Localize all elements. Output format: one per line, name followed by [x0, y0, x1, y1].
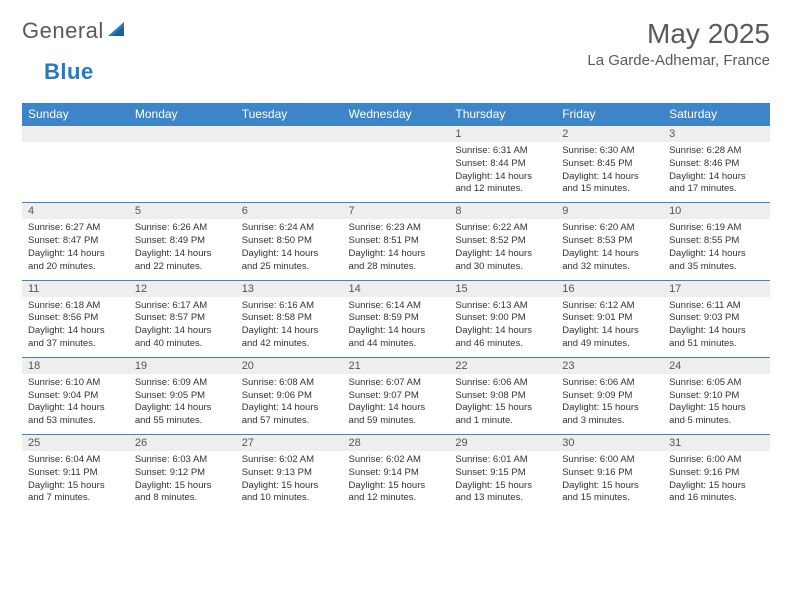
day-number-cell: 1 [449, 126, 556, 143]
day-detail-row: Sunrise: 6:18 AMSunset: 8:56 PMDaylight:… [22, 297, 770, 358]
day-number-cell: 4 [22, 203, 129, 220]
day-number-cell [22, 126, 129, 143]
day-number-cell: 9 [556, 203, 663, 220]
weekday-header: Sunday [22, 103, 129, 126]
weekday-header: Tuesday [236, 103, 343, 126]
day-number-cell: 12 [129, 280, 236, 297]
day-detail-row: Sunrise: 6:10 AMSunset: 9:04 PMDaylight:… [22, 374, 770, 435]
day-number-cell: 23 [556, 357, 663, 374]
day-number-cell: 27 [236, 435, 343, 452]
day-detail-cell: Sunrise: 6:01 AMSunset: 9:15 PMDaylight:… [449, 451, 556, 511]
day-number-cell: 22 [449, 357, 556, 374]
day-detail-cell: Sunrise: 6:19 AMSunset: 8:55 PMDaylight:… [663, 219, 770, 280]
day-number-cell: 7 [343, 203, 450, 220]
day-number-cell: 16 [556, 280, 663, 297]
day-number-cell: 2 [556, 126, 663, 143]
month-title: May 2025 [587, 18, 770, 50]
day-number-cell [129, 126, 236, 143]
day-number-row: 45678910 [22, 203, 770, 220]
day-detail-cell: Sunrise: 6:11 AMSunset: 9:03 PMDaylight:… [663, 297, 770, 358]
day-detail-cell: Sunrise: 6:12 AMSunset: 9:01 PMDaylight:… [556, 297, 663, 358]
day-detail-cell [22, 142, 129, 203]
day-detail-cell: Sunrise: 6:28 AMSunset: 8:46 PMDaylight:… [663, 142, 770, 203]
day-number-cell: 31 [663, 435, 770, 452]
weekday-header: Monday [129, 103, 236, 126]
day-detail-row: Sunrise: 6:31 AMSunset: 8:44 PMDaylight:… [22, 142, 770, 203]
day-detail-cell [129, 142, 236, 203]
day-detail-cell: Sunrise: 6:31 AMSunset: 8:44 PMDaylight:… [449, 142, 556, 203]
day-number-cell: 18 [22, 357, 129, 374]
day-detail-cell: Sunrise: 6:17 AMSunset: 8:57 PMDaylight:… [129, 297, 236, 358]
day-detail-cell: Sunrise: 6:16 AMSunset: 8:58 PMDaylight:… [236, 297, 343, 358]
day-detail-cell: Sunrise: 6:22 AMSunset: 8:52 PMDaylight:… [449, 219, 556, 280]
day-number-cell: 3 [663, 126, 770, 143]
day-number-cell: 21 [343, 357, 450, 374]
day-number-row: 18192021222324 [22, 357, 770, 374]
day-detail-cell: Sunrise: 6:09 AMSunset: 9:05 PMDaylight:… [129, 374, 236, 435]
day-number-cell: 13 [236, 280, 343, 297]
day-number-cell: 14 [343, 280, 450, 297]
weekday-header: Friday [556, 103, 663, 126]
day-detail-cell: Sunrise: 6:06 AMSunset: 9:08 PMDaylight:… [449, 374, 556, 435]
day-detail-cell: Sunrise: 6:08 AMSunset: 9:06 PMDaylight:… [236, 374, 343, 435]
day-number-cell: 19 [129, 357, 236, 374]
day-number-cell: 5 [129, 203, 236, 220]
day-detail-cell: Sunrise: 6:00 AMSunset: 9:16 PMDaylight:… [663, 451, 770, 511]
day-detail-cell: Sunrise: 6:24 AMSunset: 8:50 PMDaylight:… [236, 219, 343, 280]
day-number-row: 25262728293031 [22, 435, 770, 452]
day-number-row: 123 [22, 126, 770, 143]
weekday-header-row: SundayMondayTuesdayWednesdayThursdayFrid… [22, 103, 770, 126]
day-detail-cell: Sunrise: 6:26 AMSunset: 8:49 PMDaylight:… [129, 219, 236, 280]
day-detail-cell: Sunrise: 6:02 AMSunset: 9:14 PMDaylight:… [343, 451, 450, 511]
day-detail-cell: Sunrise: 6:23 AMSunset: 8:51 PMDaylight:… [343, 219, 450, 280]
day-number-cell: 30 [556, 435, 663, 452]
day-number-cell: 24 [663, 357, 770, 374]
logo-text-1: General [22, 18, 104, 44]
day-number-cell: 20 [236, 357, 343, 374]
day-detail-cell [343, 142, 450, 203]
day-detail-cell: Sunrise: 6:27 AMSunset: 8:47 PMDaylight:… [22, 219, 129, 280]
day-detail-cell: Sunrise: 6:05 AMSunset: 9:10 PMDaylight:… [663, 374, 770, 435]
day-detail-cell [236, 142, 343, 203]
day-number-cell: 6 [236, 203, 343, 220]
day-detail-cell: Sunrise: 6:04 AMSunset: 9:11 PMDaylight:… [22, 451, 129, 511]
day-detail-cell: Sunrise: 6:07 AMSunset: 9:07 PMDaylight:… [343, 374, 450, 435]
day-number-cell: 25 [22, 435, 129, 452]
logo-text-2: Blue [44, 59, 94, 84]
day-number-cell: 11 [22, 280, 129, 297]
day-detail-cell: Sunrise: 6:13 AMSunset: 9:00 PMDaylight:… [449, 297, 556, 358]
day-number-cell: 17 [663, 280, 770, 297]
calendar-body: 123Sunrise: 6:31 AMSunset: 8:44 PMDaylig… [22, 126, 770, 512]
day-number-cell: 28 [343, 435, 450, 452]
day-number-cell: 15 [449, 280, 556, 297]
day-number-cell: 26 [129, 435, 236, 452]
day-number-cell [343, 126, 450, 143]
day-detail-cell: Sunrise: 6:20 AMSunset: 8:53 PMDaylight:… [556, 219, 663, 280]
day-number-cell: 10 [663, 203, 770, 220]
day-detail-cell: Sunrise: 6:06 AMSunset: 9:09 PMDaylight:… [556, 374, 663, 435]
day-detail-row: Sunrise: 6:27 AMSunset: 8:47 PMDaylight:… [22, 219, 770, 280]
day-detail-cell: Sunrise: 6:03 AMSunset: 9:12 PMDaylight:… [129, 451, 236, 511]
day-detail-cell: Sunrise: 6:02 AMSunset: 9:13 PMDaylight:… [236, 451, 343, 511]
weekday-header: Saturday [663, 103, 770, 126]
day-detail-cell: Sunrise: 6:14 AMSunset: 8:59 PMDaylight:… [343, 297, 450, 358]
logo-triangle-icon [108, 20, 128, 43]
day-number-cell: 8 [449, 203, 556, 220]
day-number-row: 11121314151617 [22, 280, 770, 297]
day-detail-cell: Sunrise: 6:30 AMSunset: 8:45 PMDaylight:… [556, 142, 663, 203]
calendar-table: SundayMondayTuesdayWednesdayThursdayFrid… [22, 103, 770, 511]
day-detail-row: Sunrise: 6:04 AMSunset: 9:11 PMDaylight:… [22, 451, 770, 511]
day-detail-cell: Sunrise: 6:00 AMSunset: 9:16 PMDaylight:… [556, 451, 663, 511]
weekday-header: Thursday [449, 103, 556, 126]
day-detail-cell: Sunrise: 6:10 AMSunset: 9:04 PMDaylight:… [22, 374, 129, 435]
day-number-cell: 29 [449, 435, 556, 452]
day-detail-cell: Sunrise: 6:18 AMSunset: 8:56 PMDaylight:… [22, 297, 129, 358]
weekday-header: Wednesday [343, 103, 450, 126]
logo: General [22, 18, 130, 44]
day-number-cell [236, 126, 343, 143]
